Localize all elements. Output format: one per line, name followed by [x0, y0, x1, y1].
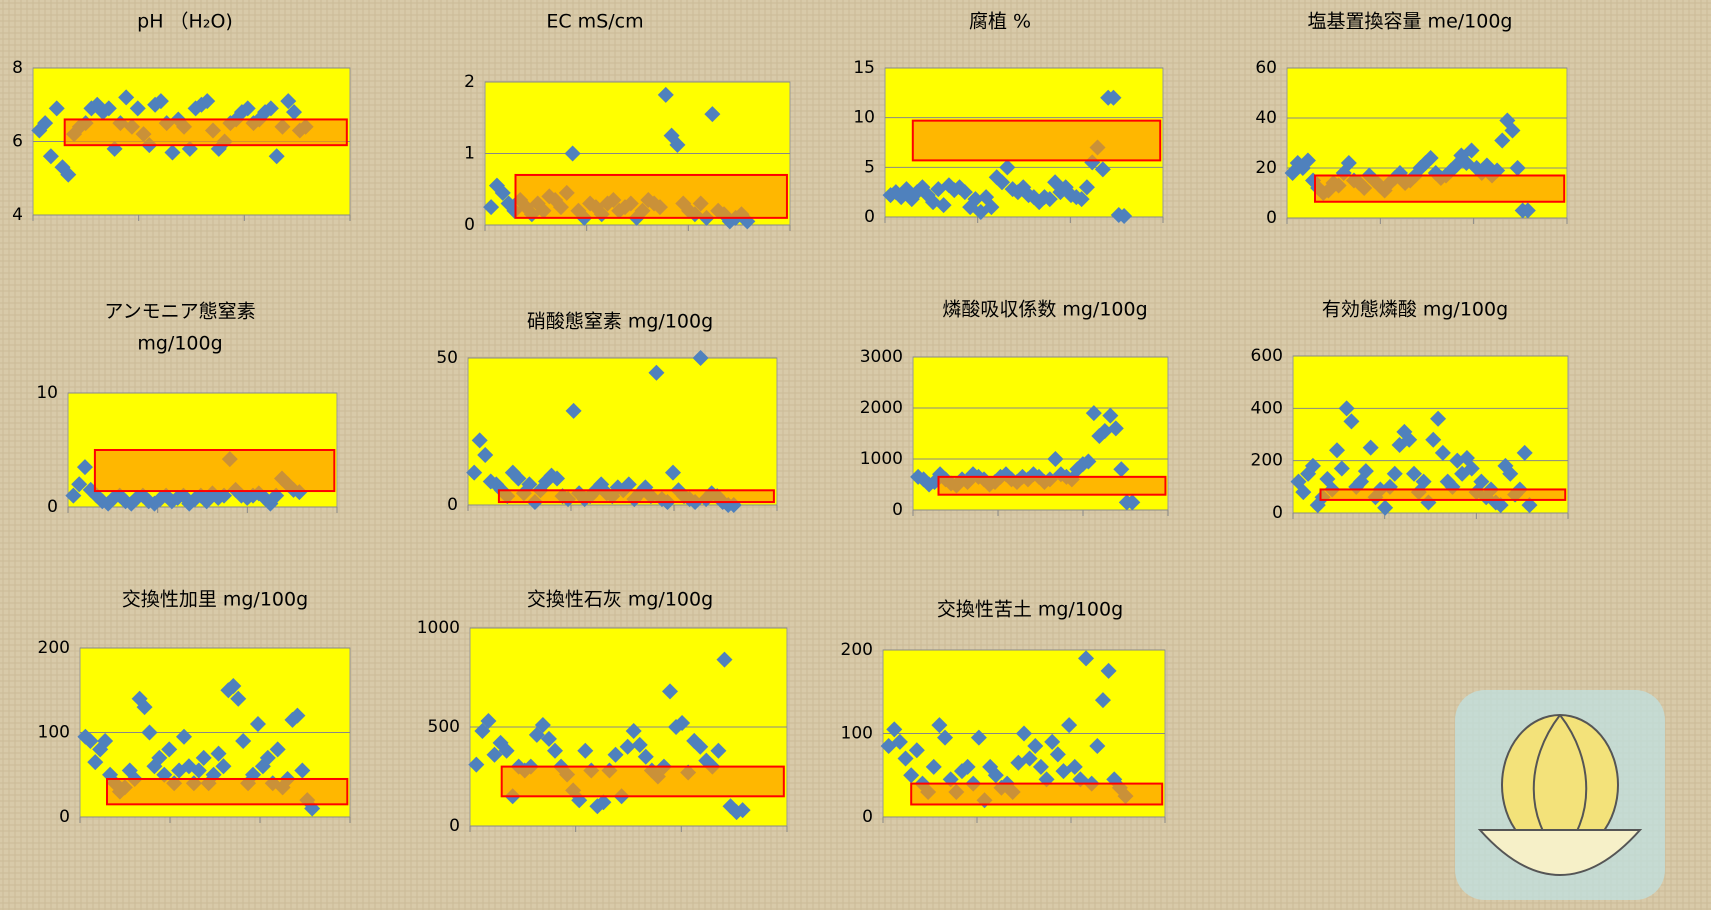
y-tick-label: 0 — [864, 207, 875, 227]
y-tick-label: 50 — [436, 348, 458, 368]
chart-title: 交換性加里 mg/100g — [122, 589, 308, 611]
y-tick-label: 8 — [12, 58, 23, 78]
y-tick-label: 20 — [1255, 158, 1277, 178]
dashboard: pH （H₂O) 4 6 8 EC mS/cm 0 1 2 腐植 % 0 5 10 15 塩基置換容量 m… — [0, 0, 1711, 910]
chart-title: 交換性苦土 mg/100g — [937, 599, 1123, 621]
y-tick-label: 40 — [1255, 108, 1277, 128]
y-tick-label: 3000 — [860, 347, 903, 367]
chart-title: pH （H₂O) — [137, 11, 233, 33]
y-tick-label: 0 — [1272, 503, 1283, 523]
target-range — [913, 121, 1160, 161]
y-tick-label: 0 — [59, 807, 70, 827]
y-tick-label: 0 — [47, 497, 58, 517]
y-tick-label: 6 — [12, 132, 23, 152]
y-tick-label: 100 — [841, 724, 873, 744]
chart-title: 硝酸態窒素 mg/100g — [527, 311, 713, 333]
y-tick-label: 4 — [12, 205, 23, 225]
y-tick-label: 600 — [1251, 346, 1283, 366]
y-tick-label: 0 — [892, 500, 903, 520]
y-tick-label: 200 — [38, 638, 70, 658]
chart-title: 腐植 % — [969, 11, 1031, 33]
y-tick-label: 400 — [1251, 398, 1283, 418]
chart-title: 有効態燐酸 mg/100g — [1322, 299, 1508, 321]
chart-title: mg/100g — [137, 333, 222, 355]
target-range — [939, 477, 1166, 495]
y-tick-label: 200 — [841, 640, 873, 660]
target-range — [95, 450, 334, 491]
y-tick-label: 0 — [862, 807, 873, 827]
y-tick-label: 10 — [36, 383, 58, 403]
y-tick-label: 10 — [853, 108, 875, 128]
y-tick-label: 5 — [864, 157, 875, 177]
y-tick-label: 60 — [1255, 58, 1277, 78]
y-tick-label: 0 — [449, 816, 460, 836]
y-tick-label: 15 — [853, 58, 875, 78]
target-range — [107, 779, 347, 804]
target-range — [499, 490, 774, 502]
target-range — [65, 119, 347, 145]
y-tick-label: 0 — [1266, 208, 1277, 228]
target-range — [502, 767, 784, 797]
y-tick-label: 2 — [464, 72, 475, 92]
target-range — [516, 175, 787, 218]
y-tick-label: 100 — [38, 723, 70, 743]
y-tick-label: 200 — [1251, 451, 1283, 471]
y-tick-label: 2000 — [860, 398, 903, 418]
target-range — [1315, 176, 1564, 202]
y-tick-label: 500 — [428, 717, 460, 737]
y-tick-label: 0 — [464, 215, 475, 235]
target-range — [911, 784, 1162, 805]
melon-icon — [1455, 690, 1665, 900]
chart-title: アンモニア態窒素 — [104, 301, 255, 323]
y-tick-label: 1 — [464, 144, 475, 164]
chart-title: EC mS/cm — [546, 11, 643, 33]
chart-title: 交換性石灰 mg/100g — [527, 589, 713, 611]
y-tick-label: 1000 — [860, 449, 903, 469]
y-tick-label: 1000 — [417, 618, 460, 638]
chart-title: 燐酸吸収係数 mg/100g — [942, 299, 1147, 321]
chart-title: 塩基置換容量 me/100g — [1308, 11, 1513, 33]
y-tick-label: 0 — [447, 495, 458, 515]
target-range — [1321, 489, 1566, 499]
